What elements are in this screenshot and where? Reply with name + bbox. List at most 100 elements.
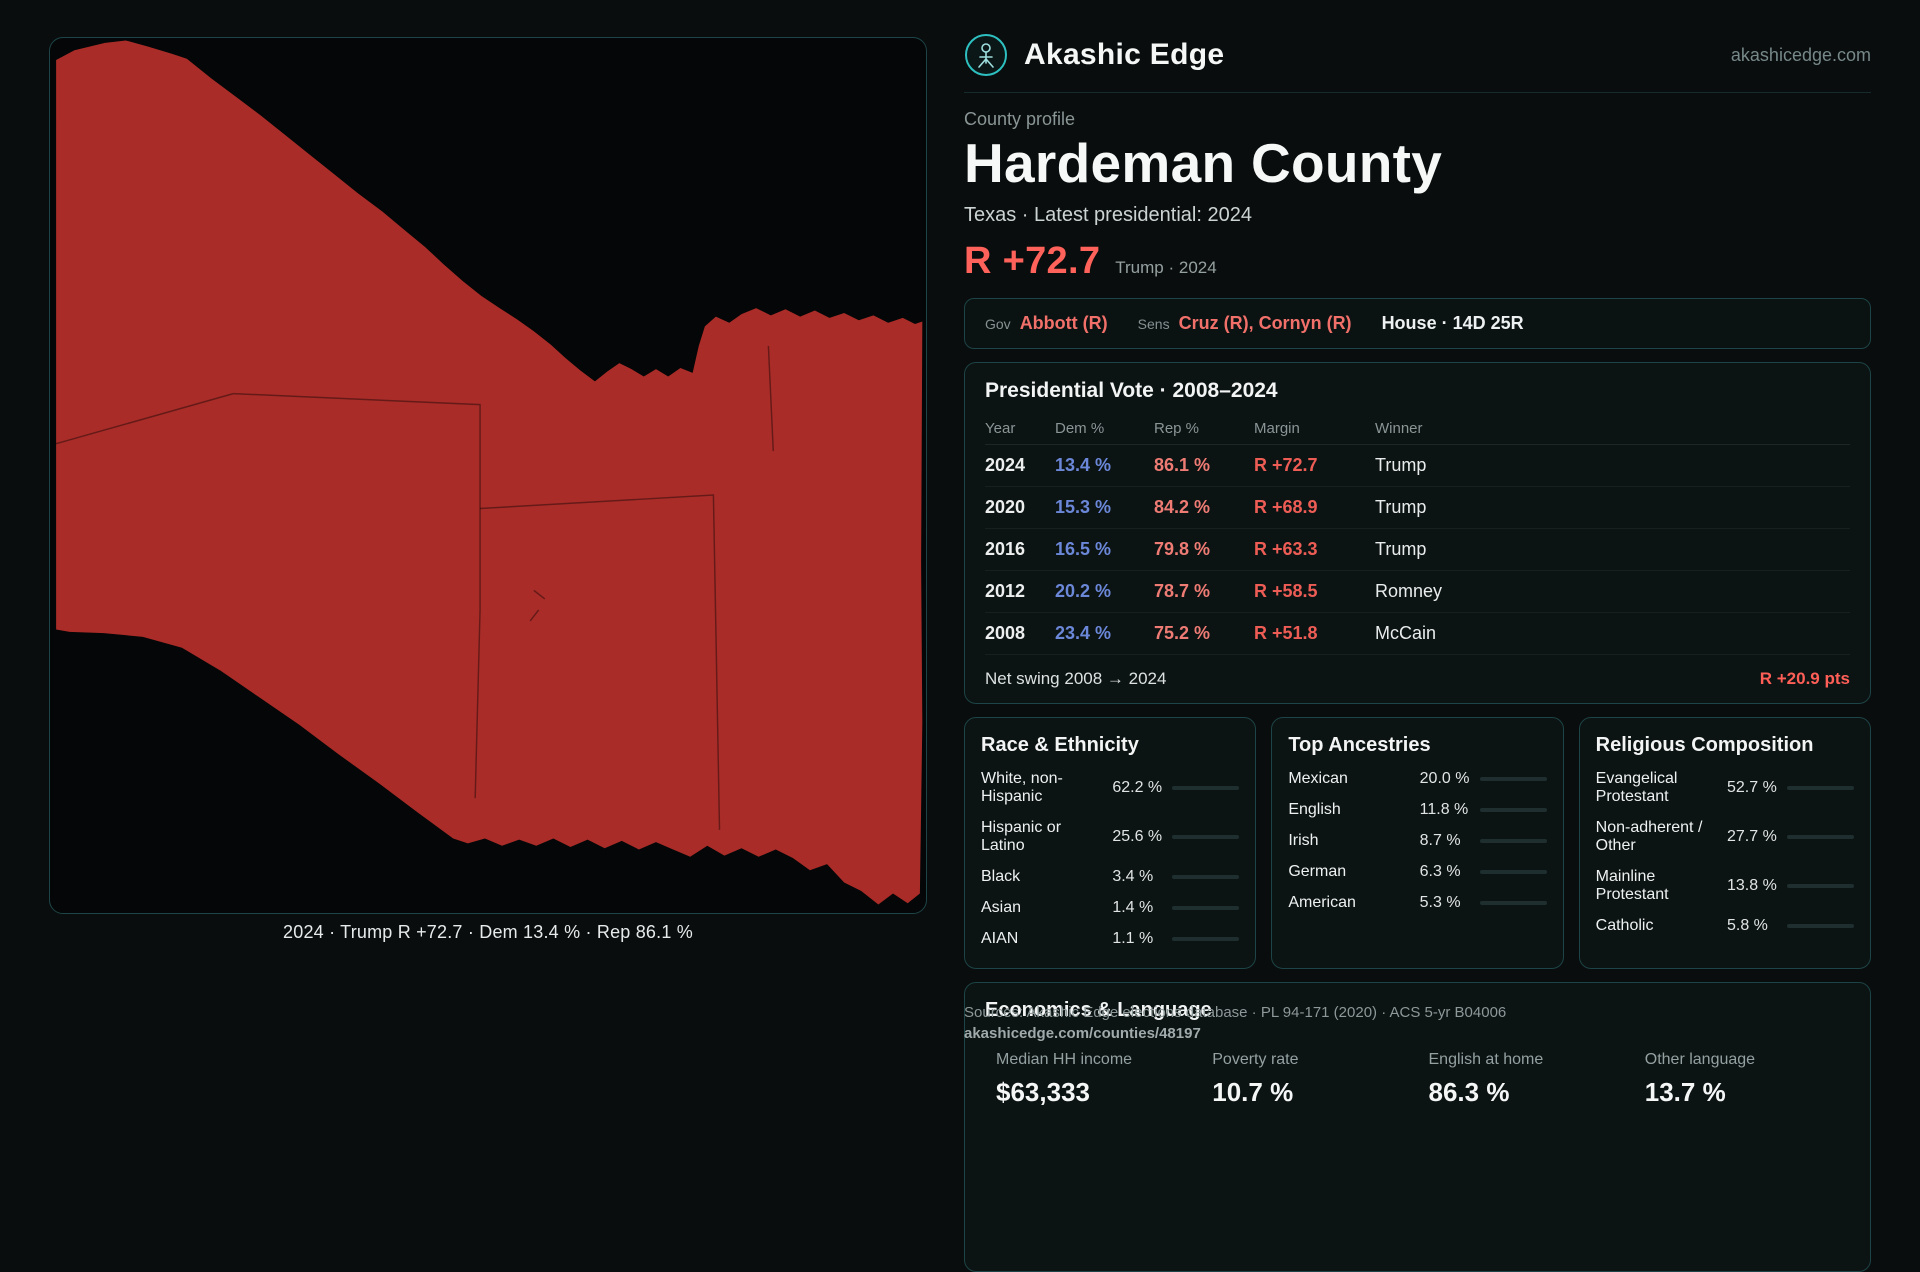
margin-cell: R +72.7 [1254, 455, 1318, 475]
ancestries-card: Top Ancestries Mexican 20.0 % English 11… [1271, 717, 1564, 969]
county-map-panel [49, 37, 927, 914]
stat-label: Poverty rate [1212, 1051, 1299, 1068]
stat-value: $63,333 [996, 1077, 1090, 1107]
net-swing-row: Net swing 2008 → 2024 R +20.9 pts [985, 669, 1850, 689]
list-item: American 5.3 % [1288, 894, 1547, 912]
demo-value: 6.3 % [1419, 863, 1461, 880]
race-card-title: Race & Ethnicity [981, 734, 1139, 756]
demo-bar [1479, 808, 1547, 812]
demo-label: Non-adherent / Other [1595, 819, 1703, 854]
religion-card: Religious Composition Evangelical Protes… [1578, 717, 1871, 969]
governor-value: Abbott (R) [1019, 313, 1108, 333]
list-item: AIAN 1.1 % [981, 930, 1240, 948]
dem-cell: 16.5 % [1055, 539, 1112, 559]
demo-value: 11.8 % [1419, 801, 1469, 818]
demo-value: 25.6 % [1112, 828, 1163, 845]
demo-value: 13.8 % [1726, 877, 1777, 894]
winner-cell: Trump [1375, 539, 1427, 559]
page-subtitle: Texas · Latest presidential: 2024 [964, 204, 1252, 226]
year-cell: 2020 [985, 497, 1026, 517]
religion-card-title: Religious Composition [1595, 734, 1814, 756]
presidential-vote-card: Presidential Vote · 2008–2024 Year Dem %… [964, 362, 1871, 704]
vote-row: 2020 15.3 % 84.2 % R +68.9 Trump [985, 487, 1850, 529]
demo-bar [1479, 901, 1547, 905]
net-swing-label: Net swing 2008 → 2024 [985, 669, 1167, 688]
demo-label: AIAN [981, 930, 1019, 947]
senators-value: Cruz (R), Cornyn (R) [1178, 313, 1352, 333]
demo-value: 5.3 % [1419, 894, 1461, 911]
footer-permalink[interactable]: akashicedge.com/counties/48197 [964, 1025, 1201, 1042]
list-item: White, non-Hispanic 62.2 % [981, 770, 1240, 806]
list-item: Irish 8.7 % [1288, 832, 1547, 850]
rep-cell: 78.7 % [1154, 581, 1211, 601]
col-winner: Winner [1375, 420, 1423, 437]
dem-cell: 20.2 % [1055, 581, 1112, 601]
list-item: Non-adherent / Other 27.7 % [1596, 819, 1854, 855]
stat-value: 13.7 % [1644, 1077, 1726, 1107]
demo-value: 52.7 % [1726, 779, 1777, 796]
officials-bar: Gov Abbott (R) Sens Cruz (R), Cornyn (R)… [964, 298, 1871, 349]
senators-label: Sens [1137, 315, 1170, 332]
vote-row: 2016 16.5 % 79.8 % R +63.3 Trump [985, 529, 1850, 571]
demo-label: Mexican [1288, 770, 1348, 787]
stat-label: Median HH income [996, 1051, 1133, 1068]
list-item: Asian 1.4 % [981, 899, 1240, 917]
demo-value: 1.1 % [1112, 930, 1154, 947]
list-item: Catholic 5.8 % [1596, 917, 1854, 935]
site-domain-link[interactable]: akashicedge.com [1730, 44, 1871, 65]
map-caption: 2024 · Trump R +72.7 · Dem 13.4 % · Rep … [283, 922, 693, 942]
year-cell: 2016 [985, 539, 1026, 559]
demo-label: Black [981, 868, 1021, 885]
brand-name: Akashic Edge [1024, 38, 1225, 71]
winner-cell: Trump [1375, 455, 1427, 475]
col-dem: Dem % [1055, 420, 1105, 437]
dem-cell: 13.4 % [1055, 455, 1112, 475]
page-title: Hardeman County [964, 132, 1443, 194]
demo-bar [1479, 870, 1547, 874]
county-shape [56, 40, 923, 905]
margin-cell: R +63.3 [1254, 539, 1318, 559]
ancestries-card-title: Top Ancestries [1288, 734, 1431, 756]
net-swing-value: R +20.9 pts [1759, 669, 1850, 688]
dem-cell: 23.4 % [1055, 623, 1112, 643]
demo-value: 3.4 % [1112, 868, 1154, 885]
year-cell: 2024 [985, 455, 1026, 475]
demo-label: English [1288, 801, 1341, 818]
vote-table-header: Year Dem % Rep % Margin Winner [985, 413, 1850, 445]
demographics-row: Race & Ethnicity White, non-Hispanic 62.… [964, 717, 1871, 969]
stat-value: 10.7 % [1212, 1077, 1294, 1107]
margin-cell: R +58.5 [1254, 581, 1318, 601]
rep-cell: 79.8 % [1154, 539, 1211, 559]
profile-column: Akashic Edge akashicedge.com County prof… [964, 0, 1871, 1272]
stat-label: Other language [1644, 1051, 1756, 1068]
stat-value: 86.3 % [1428, 1077, 1510, 1107]
winner-cell: McCain [1375, 623, 1437, 643]
partisan-lean-caption: Trump · 2024 [1115, 258, 1217, 277]
list-item: Mexican 20.0 % [1288, 770, 1547, 788]
economics-card-title: Economics & Language [985, 999, 1212, 1021]
demo-bar [1172, 937, 1240, 941]
rep-cell: 86.1 % [1154, 455, 1211, 475]
demo-label: Irish [1288, 832, 1319, 849]
demo-bar [1786, 924, 1854, 928]
demo-value: 62.2 % [1112, 779, 1163, 796]
year-cell: 2012 [985, 581, 1026, 601]
year-cell: 2008 [985, 623, 1026, 643]
demo-label: Mainline Protestant [1595, 868, 1669, 903]
demo-label: Hispanic or Latino [981, 819, 1062, 854]
eyebrow-label: County profile [964, 109, 1076, 129]
partisan-lean-value: R +72.7 [964, 240, 1101, 282]
list-item: English 11.8 % [1288, 801, 1547, 819]
demo-bar [1786, 786, 1854, 790]
dem-cell: 15.3 % [1055, 497, 1112, 517]
demo-bar [1786, 884, 1854, 888]
rep-cell: 84.2 % [1154, 497, 1211, 517]
house-delegation: House · 14D 25R [1381, 313, 1524, 333]
vote-row: 2012 20.2 % 78.7 % R +58.5 Romney [985, 571, 1850, 613]
governor-label: Gov [985, 315, 1011, 332]
demo-bar [1172, 786, 1240, 790]
precinct-boundaries [55, 345, 775, 830]
margin-cell: R +51.8 [1254, 623, 1318, 643]
demo-label: American [1288, 894, 1356, 911]
demo-value: 27.7 % [1726, 828, 1777, 845]
